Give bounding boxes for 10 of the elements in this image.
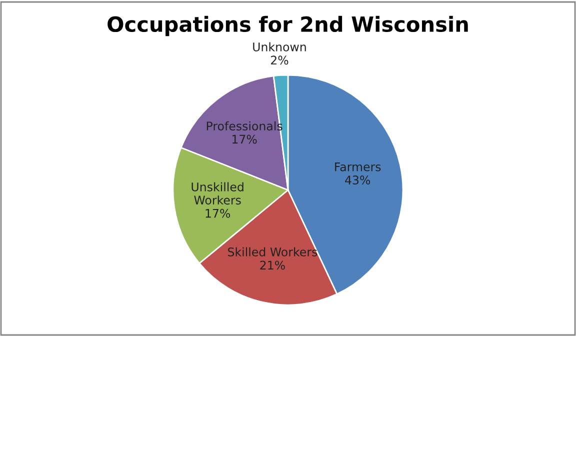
data-label: 21% — [260, 260, 285, 270]
slice-label: Farmers — [335, 162, 381, 172]
data-label: 17% — [232, 134, 257, 144]
chart-title: Occupations for 2nd Wisconsin — [108, 16, 468, 36]
slice-label: Skilled Workers — [228, 247, 318, 256]
slice-label: Unskilled Workers — [192, 182, 244, 205]
data-label: 43% — [345, 176, 370, 184]
data-label: 17% — [206, 208, 230, 218]
data-label: 2% — [270, 56, 288, 65]
slice-label: Unknown — [253, 42, 306, 52]
